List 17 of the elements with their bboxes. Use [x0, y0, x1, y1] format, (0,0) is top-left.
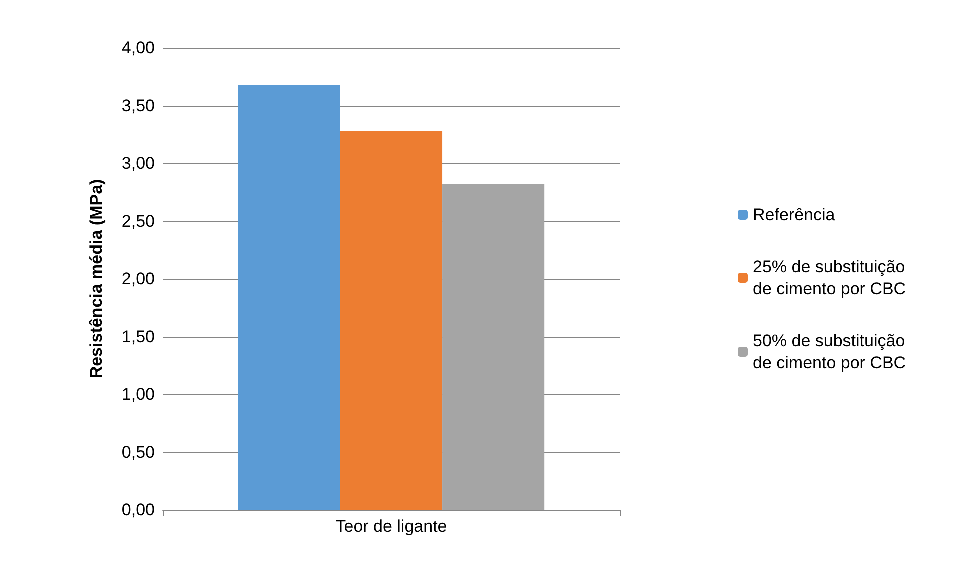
legend-label: 50% de substituição de cimento por CBC: [753, 332, 910, 372]
y-tick-label: 0,00: [122, 500, 155, 520]
y-tick-label: 2,50: [122, 212, 155, 231]
y-tick-label: 3,00: [122, 154, 155, 173]
legend-label: Referência: [753, 206, 836, 224]
bar: [340, 131, 443, 510]
y-tick-label: 1,00: [122, 385, 155, 404]
y-tick-label: 1,50: [122, 327, 155, 346]
legend-label: 25% de substituição de cimento por CBC: [753, 258, 910, 298]
bar: [442, 184, 545, 510]
y-tick-label: 0,50: [122, 442, 155, 462]
y-tick-label: 3,50: [122, 96, 155, 116]
x-tick-label: Teor de ligante: [336, 517, 448, 536]
y-tick-label: 4,00: [122, 38, 155, 58]
y-tick-label: 2,00: [122, 270, 155, 288]
bar: [238, 84, 340, 510]
y-axis-title: Resistência média (MPa): [87, 179, 106, 379]
